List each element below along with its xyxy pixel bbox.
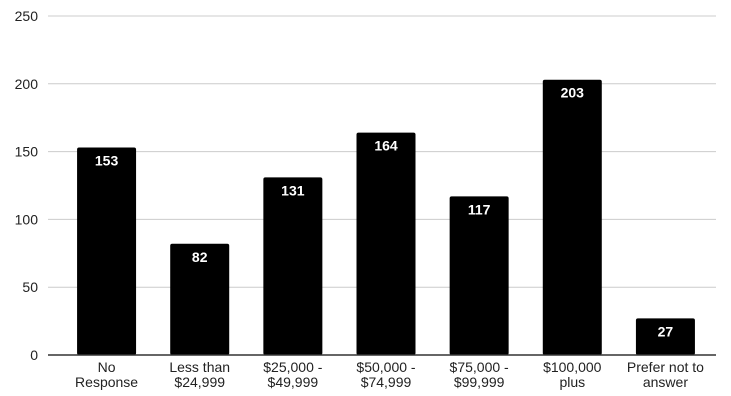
bar xyxy=(449,196,509,355)
x-tick-label-line: $50,000 - xyxy=(356,359,415,375)
bar-value-label: 117 xyxy=(468,201,491,217)
x-tick-label-line: Less than xyxy=(169,359,230,375)
x-tick-label: $25,000 -$49,999 xyxy=(263,359,322,390)
x-tick-label: Prefer not to answer xyxy=(627,359,704,390)
x-tick-label-line: $25,000 - xyxy=(263,359,322,375)
x-tick-label-line: $100,000 xyxy=(543,359,602,375)
y-tick-label: 250 xyxy=(15,8,39,24)
bar-value-label: 82 xyxy=(192,249,208,265)
x-tick-label-line: $99,999 xyxy=(454,374,505,390)
bar xyxy=(170,243,230,355)
x-tick-label-line: $24,999 xyxy=(174,374,225,390)
bar-value-label: 203 xyxy=(561,85,585,101)
x-tick-label-line: $49,999 xyxy=(268,374,319,390)
y-tick-label: 50 xyxy=(22,279,38,295)
x-tick-label-line: Response xyxy=(75,374,138,390)
x-tick-label-line: plus xyxy=(559,374,585,390)
y-tick-label: 150 xyxy=(15,144,39,160)
x-tick-label-line: $75,000 - xyxy=(450,359,509,375)
x-tick-label-line: No xyxy=(98,359,116,375)
x-tick-label: Less than $24,999 xyxy=(169,359,230,390)
y-tick-label: 200 xyxy=(15,76,39,92)
bar xyxy=(77,147,137,355)
y-tick-label: 100 xyxy=(15,211,39,227)
x-tick-label: No Response xyxy=(75,359,138,390)
bar xyxy=(542,79,602,356)
x-tick-label: $50,000 -$74,999 xyxy=(356,359,415,390)
x-tick-label: $100,000 plus xyxy=(543,359,602,390)
x-tick-label-line: answer xyxy=(643,374,688,390)
bar xyxy=(635,318,695,355)
bar-value-label: 27 xyxy=(658,323,674,339)
bar-value-label: 153 xyxy=(95,153,119,169)
x-tick-label: $75,000 -$99,999 xyxy=(450,359,509,390)
y-tick-label: 0 xyxy=(30,347,38,363)
bar xyxy=(263,177,323,355)
bar xyxy=(356,132,416,355)
bar-value-label: 164 xyxy=(374,138,398,154)
x-tick-label-line: $74,999 xyxy=(361,374,412,390)
bar-value-label: 131 xyxy=(281,182,305,198)
x-tick-label-line: Prefer not to xyxy=(627,359,704,375)
